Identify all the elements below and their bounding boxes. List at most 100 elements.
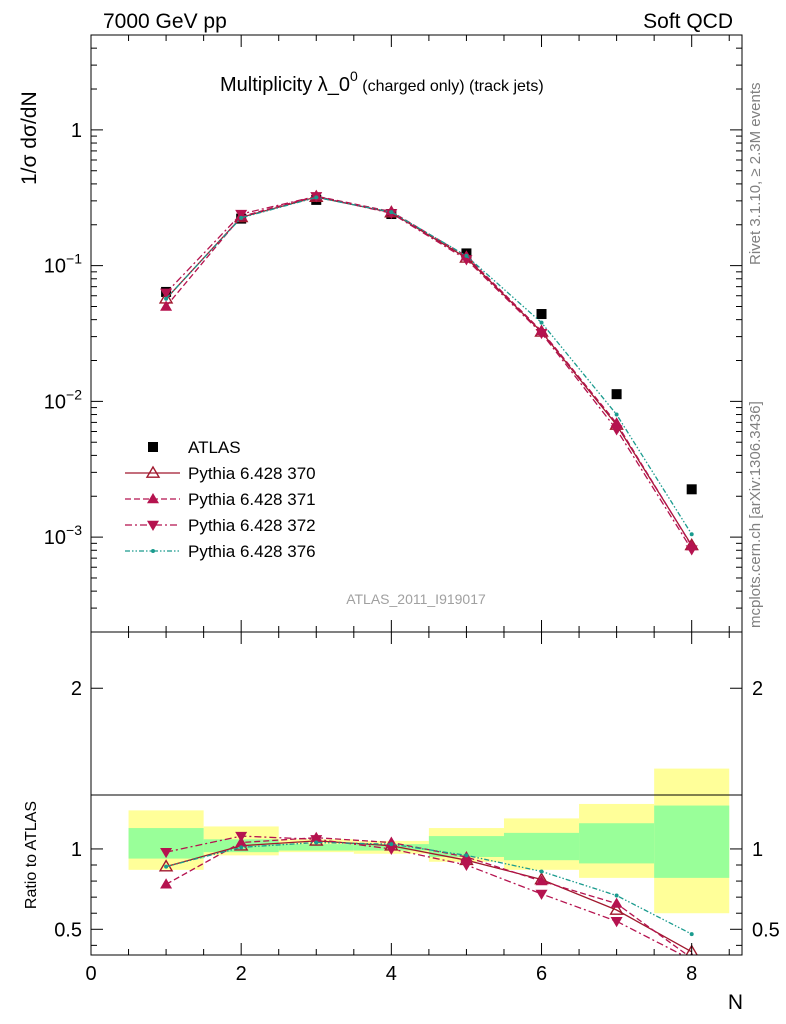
ratio-point <box>160 847 173 859</box>
main-series <box>158 189 699 556</box>
ratio-series-line <box>165 835 684 955</box>
ratio-point <box>614 893 619 898</box>
ratio-point <box>235 831 248 843</box>
mcplots-label: mcplots.cern.ch [arXiv:1306.3436] <box>747 401 764 628</box>
ratio-band-inner <box>654 805 730 878</box>
main-series-5 <box>164 195 694 537</box>
main-point <box>685 545 698 556</box>
legend: ATLAS Pythia 6.428 370 Pythia 6.428 371 Pyt… <box>125 438 316 561</box>
analysis-watermark: ATLAS_2011_I919017 <box>346 591 486 607</box>
ratio-point <box>160 878 173 889</box>
ratio-y-tick-label-right: 1 <box>752 839 763 861</box>
ratio-point <box>164 864 169 869</box>
ratio-x-ticks: 0 2 4 6 8 <box>85 632 730 985</box>
legend-item: Pythia 6.428 372 <box>125 516 316 535</box>
ratio-point <box>610 897 623 908</box>
main-point <box>539 320 544 325</box>
x-tick-label: 8 <box>686 963 697 985</box>
main-point <box>611 389 622 400</box>
header-left: 7000 GeV pp <box>103 10 227 33</box>
legend-item: Pythia 6.428 371 <box>125 490 316 509</box>
plot-title: Multiplicity λ_00 (charged only) (track … <box>220 68 544 96</box>
main-point <box>614 412 619 417</box>
ratio-point <box>535 875 548 886</box>
main-point <box>385 209 398 220</box>
legend-marker <box>147 520 159 531</box>
main-y-tick-label: 1 <box>71 120 82 142</box>
ratio-y-tick-label: 1 <box>71 839 82 861</box>
main-point <box>464 253 469 258</box>
main-point <box>536 309 547 320</box>
ratio-point <box>609 902 624 915</box>
ratio-frame <box>90 631 743 956</box>
ratio-point <box>685 944 698 955</box>
header-right: Soft QCD <box>643 10 733 33</box>
main-point <box>239 215 244 220</box>
ratio-series-3 <box>160 831 684 955</box>
ratio-point <box>239 845 244 850</box>
main-series-1 <box>161 194 697 495</box>
ratio-bands <box>128 768 730 914</box>
plot-title-sup: 0 <box>350 68 358 84</box>
rivet-label: Rivet 3.1.10, ≥ 2.3M events <box>747 83 764 266</box>
legend-marker <box>148 442 158 452</box>
legend-label: Pythia 6.428 371 <box>188 490 316 509</box>
ratio-point <box>689 932 694 937</box>
main-y-tick-label: 10−1 <box>44 251 82 278</box>
main-y-tick-label: 10−3 <box>44 522 82 549</box>
ratio-point <box>610 917 623 928</box>
x-axis-label: N <box>728 991 743 1014</box>
ratio-point <box>464 853 469 858</box>
ratio-series-line <box>165 837 689 955</box>
main-y-axis-label: 1/σ dσ/dN <box>18 91 41 185</box>
legend-item: ATLAS <box>148 438 241 457</box>
plot-title-main: Multiplicity λ_0 <box>220 74 350 96</box>
main-panel: 1 10−1 10−2 10−3 <box>44 34 743 633</box>
main-point <box>235 209 248 221</box>
ratio-point <box>460 860 473 872</box>
ratio-y-ticks: 0.5 0.5 1 1 2 2 <box>54 678 780 946</box>
main-point <box>460 255 473 266</box>
ratio-band-inner <box>428 836 504 857</box>
x-tick-label: 2 <box>236 963 247 985</box>
main-point <box>389 210 394 215</box>
ratio-series-4 <box>164 840 694 937</box>
main-y-tick-label: 10−2 <box>44 386 82 413</box>
ratio-y-tick-label-right: 0.5 <box>752 919 780 941</box>
legend-label: ATLAS <box>188 438 241 457</box>
ratio-band-inner <box>278 844 354 851</box>
ratio-band-inner <box>579 823 655 864</box>
main-point <box>689 532 694 537</box>
main-point <box>535 328 548 340</box>
legend-item: Pythia 6.428 376 <box>125 542 316 561</box>
x-tick-label: 4 <box>386 963 397 985</box>
ratio-series-line <box>165 840 693 953</box>
legend-label: Pythia 6.428 376 <box>188 542 316 561</box>
ratio-point <box>385 844 398 855</box>
legend-label: Pythia 6.428 370 <box>188 464 316 483</box>
ratio-series <box>158 831 698 955</box>
main-point <box>314 195 319 200</box>
ratio-point <box>539 869 544 874</box>
ratio-y-axis-label: Ratio to ATLAS <box>23 801 40 909</box>
legend-marker <box>147 493 159 504</box>
main-point <box>164 296 169 301</box>
ratio-y-tick-label-right: 2 <box>752 678 763 700</box>
main-y-ticks: 1 10−1 10−2 10−3 <box>44 34 742 633</box>
ratio-band-inner <box>503 832 580 861</box>
main-series-line <box>165 196 693 535</box>
ratio-y-tick-label: 0.5 <box>54 919 82 941</box>
legend-marker <box>145 465 161 478</box>
ratio-point <box>389 842 394 847</box>
ratio-panel: 0.5 0.5 1 1 2 2 0 2 4 6 8 <box>54 631 780 985</box>
main-point <box>160 288 173 299</box>
main-series-line <box>165 195 693 550</box>
main-point <box>686 484 697 495</box>
plot-title-sub: (charged only) (track jets) <box>358 78 544 95</box>
main-x-ticks <box>90 35 730 632</box>
ratio-y-tick-label: 2 <box>71 678 82 700</box>
ratio-point <box>535 889 548 900</box>
main-point <box>160 300 173 311</box>
legend-label: Pythia 6.428 372 <box>188 516 316 535</box>
x-tick-label: 0 <box>85 963 96 985</box>
